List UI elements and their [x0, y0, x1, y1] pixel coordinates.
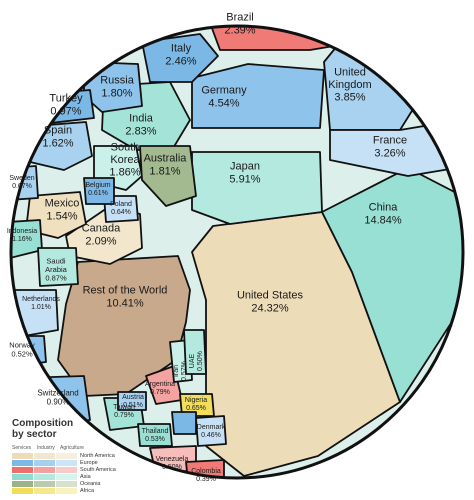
legend-swatch: [12, 466, 33, 473]
label-belgium: Belgium 0.61%: [85, 182, 110, 197]
legend-swatch: [56, 466, 77, 473]
label-colombia: Colombia 0.39%: [191, 468, 221, 483]
label-denmark: Denmark 0.46%: [197, 424, 226, 439]
label-italy: Italy 2.46%: [165, 43, 196, 68]
legend: Composition by sector Services Industry …: [12, 418, 162, 498]
label-taiwan: Taiwan 0.79%: [113, 404, 135, 419]
legend-column-industry: Industry: [37, 445, 55, 451]
chart-outline: [9, 24, 465, 480]
legend-swatch: [34, 473, 55, 480]
label-south-korea: South Korea 1.86%: [109, 141, 140, 178]
cell-austria: [117, 391, 147, 411]
label-argentina: Argentina 0.79%: [145, 381, 175, 396]
legend-row-asia: Asia: [12, 473, 116, 480]
legend-swatch: [56, 459, 77, 466]
cell-belgium: [83, 177, 115, 205]
legend-swatch: [34, 452, 55, 459]
legend-swatch: [56, 480, 77, 487]
label-switzerland: Switzerland 0.90%: [37, 388, 78, 406]
legend-label: Asia: [80, 473, 91, 480]
legend-title-line-2: by sector: [12, 429, 57, 440]
label-netherlands: Netherlands 1.01%: [22, 296, 60, 311]
cell-denmark: [195, 415, 227, 447]
label-rest-of-the-world: Rest of the World 10.41%: [83, 285, 168, 310]
legend-row-africa: Africa: [12, 487, 116, 494]
cell-uae: [183, 329, 207, 375]
label-spain: Spain 1.62%: [42, 125, 73, 150]
legend-label: Europe: [80, 459, 98, 466]
label-china: China 14.84%: [364, 202, 402, 227]
label-united-kingdom: United Kingdom 3.85%: [328, 66, 371, 103]
legend-row-south-america: South America: [12, 466, 116, 473]
legend-column-agriculture: Agriculture: [60, 445, 84, 451]
label-france: France 3.26%: [373, 135, 407, 160]
legend-swatch: [12, 452, 33, 459]
label-uae: UAE0.50%: [189, 351, 204, 371]
legend-swatch: [56, 487, 77, 494]
legend-swatch: [12, 487, 33, 494]
legend-swatch: [56, 452, 77, 459]
legend-label: Oceania: [80, 480, 101, 487]
legend-swatch: [34, 466, 55, 473]
legend-swatch: [56, 473, 77, 480]
label-united-states: United States 24.32%: [237, 290, 304, 315]
label-austria: Austria 0.51%: [122, 394, 144, 409]
label-brazil: Brazil 2.39%: [224, 12, 255, 37]
label-iran: Iran0.57%: [173, 361, 188, 381]
legend-row-north-america: North America: [12, 452, 116, 459]
label-australia: Australia 1.81%: [144, 153, 188, 178]
legend-swatch: [34, 459, 55, 466]
label-japan: Japan 5.91%: [229, 161, 260, 186]
label-germany: Germany 4.54%: [201, 85, 247, 110]
label-nigeria: Nigeria 0.65%: [185, 397, 207, 412]
cell-ireland: [171, 411, 197, 435]
cell-saudi-arabia: [37, 247, 79, 287]
legend-column-services: Services: [12, 445, 32, 451]
label-russia: Russia 1.80%: [100, 75, 135, 100]
legend-swatch: [12, 480, 33, 487]
label-norway: Norway 0.52%: [9, 341, 35, 359]
cell-japan: [191, 151, 323, 225]
label-thailand: Thailand 0.53%: [142, 428, 169, 443]
legend-swatch: [12, 473, 33, 480]
legend-swatch: [34, 480, 55, 487]
cell-brazil: [205, 26, 335, 51]
legend-label: South America: [80, 466, 116, 473]
cell-germany: [191, 63, 325, 129]
label-indonesia: Indonesia 1.16%: [7, 228, 37, 243]
cell-italy: [141, 33, 219, 83]
label-poland: Poland 0.64%: [110, 201, 132, 216]
legend-swatch: [34, 487, 55, 494]
legend-row-oceania: Oceania: [12, 480, 116, 487]
legend-title: Composition by sector: [12, 418, 162, 440]
cell-thailand: [137, 423, 173, 447]
cell-australia: [139, 145, 197, 207]
legend-label: North America: [80, 452, 115, 459]
label-mexico: Mexico 1.54%: [45, 198, 80, 223]
legend-label: Africa: [80, 487, 95, 494]
legend-swatch: [12, 459, 33, 466]
legend-rows: North America Europe South America Asia Ocea…: [12, 452, 116, 494]
legend-title-line-1: Composition: [12, 418, 74, 429]
label-india: India 2.83%: [125, 113, 156, 138]
legend-row-europe: Europe: [12, 459, 116, 466]
label-saudi-arabia: Saudi Arabia 0.87%: [45, 256, 68, 282]
label-canada: Canada 2.09%: [82, 223, 121, 248]
